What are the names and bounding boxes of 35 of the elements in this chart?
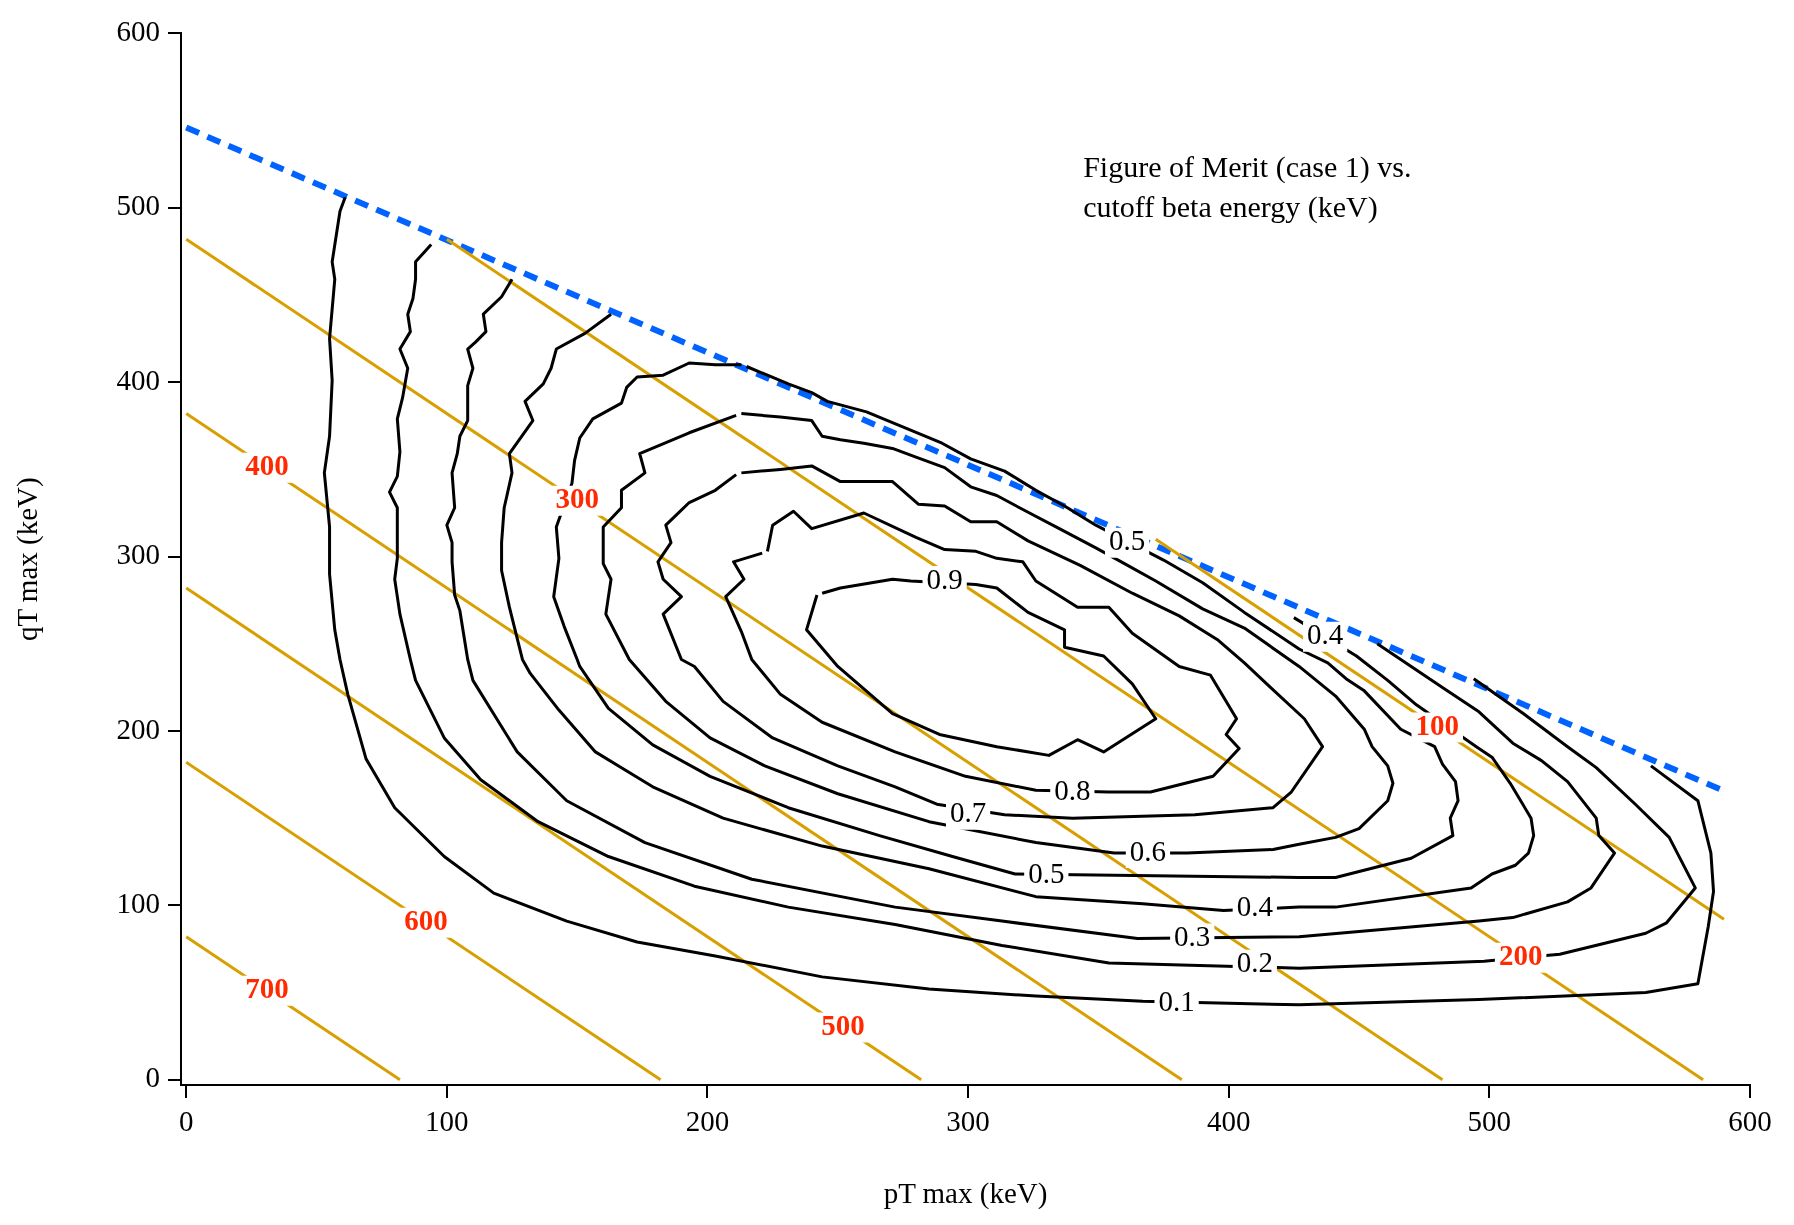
annotation: 0.4 — [1307, 618, 1344, 651]
annotation: 0.4 — [1236, 890, 1274, 923]
annotation: 0.5 — [1108, 524, 1146, 557]
y-tick-label: 200 — [116, 712, 160, 745]
annotation: 0.2 — [1236, 946, 1273, 979]
y-tick-label: 300 — [116, 538, 160, 571]
annotation: 0.8 — [1054, 773, 1091, 806]
y-tick-label: 600 — [116, 15, 160, 48]
annotation: 0.3 — [1174, 920, 1211, 953]
x-axis-title: pT max (keV) — [883, 1177, 1048, 1211]
y-tick-label: 400 — [116, 363, 160, 396]
x-tick-label: 300 — [946, 1105, 990, 1138]
annotation: 200 — [1498, 939, 1543, 972]
annotation: 0.5 — [1028, 857, 1065, 890]
x-tick-label: 400 — [1206, 1105, 1251, 1138]
y-tick-label: 100 — [116, 886, 160, 919]
y-axis-title: qT max (keV) — [11, 477, 45, 642]
x-tick-label: 0 — [178, 1105, 194, 1138]
annotation: 300 — [555, 482, 599, 515]
annotation: 100 — [1415, 708, 1459, 741]
annotation: 0.6 — [1129, 834, 1167, 867]
annotation: 500 — [821, 1008, 865, 1041]
annotation: 0.7 — [949, 796, 987, 829]
annotation: 400 — [245, 449, 289, 482]
x-tick-label: 100 — [425, 1105, 469, 1138]
annotation: 600 — [404, 904, 448, 937]
x-tick-label: 500 — [1467, 1105, 1512, 1138]
x-tick-label: 600 — [1728, 1105, 1772, 1138]
x-tick-label: 200 — [685, 1105, 730, 1138]
y-tick-label: 500 — [116, 189, 160, 222]
annotation: 700 — [245, 972, 289, 1005]
annotation: 0.9 — [926, 562, 963, 595]
text: Figure of Merit (case 1) vs. cutoff beta energy (keV) — [1083, 150, 1412, 225]
y-tick-label: 0 — [145, 1061, 160, 1094]
annotation: 0.1 — [1158, 984, 1195, 1017]
